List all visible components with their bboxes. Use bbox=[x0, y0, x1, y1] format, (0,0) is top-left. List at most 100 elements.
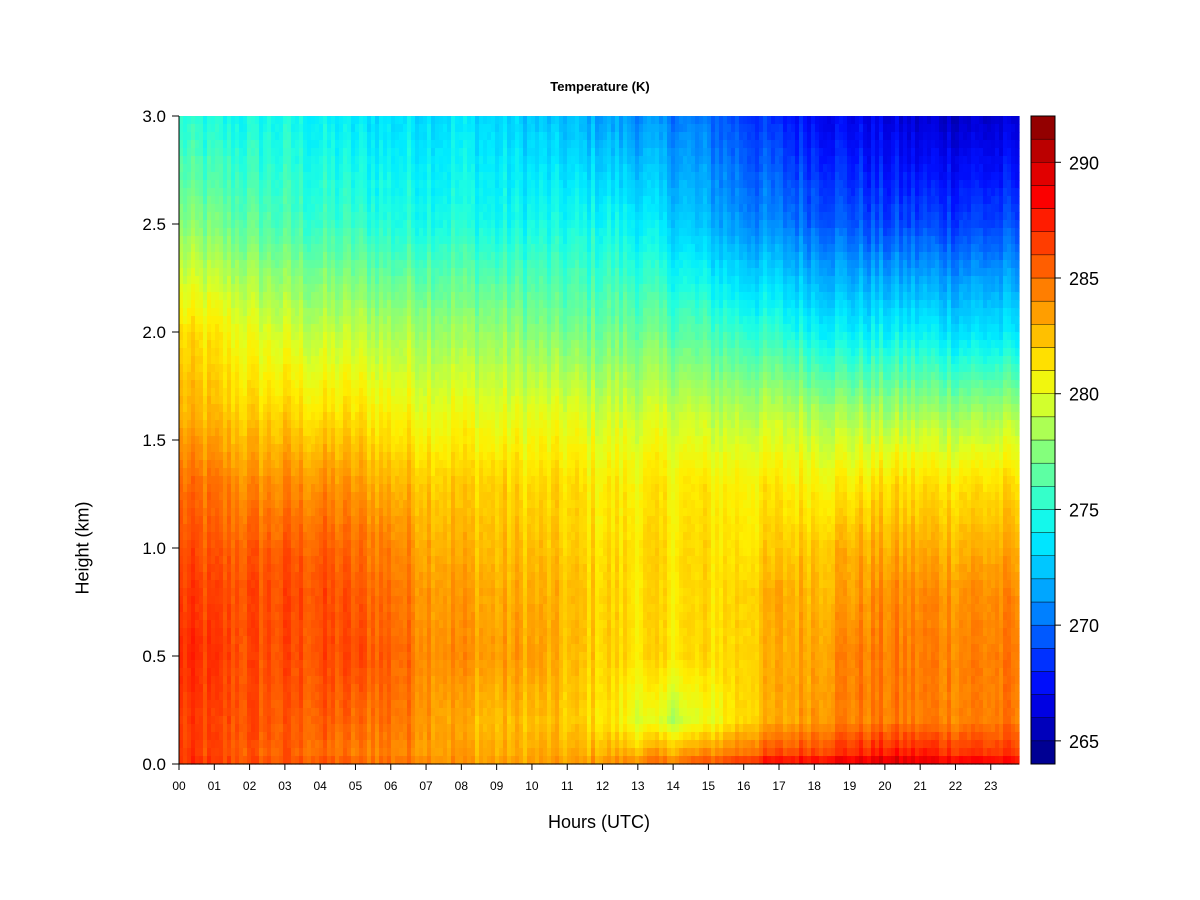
heatmap-cell bbox=[203, 732, 208, 741]
heatmap-cell bbox=[247, 668, 252, 677]
heatmap-cell bbox=[203, 748, 208, 757]
heatmap-cell bbox=[259, 324, 264, 333]
heatmap-cell bbox=[391, 476, 396, 485]
heatmap-cell bbox=[271, 492, 276, 501]
heatmap-cell bbox=[183, 556, 188, 565]
heatmap-cell bbox=[395, 660, 400, 669]
heatmap-cell bbox=[223, 700, 228, 709]
heatmap-cell bbox=[183, 596, 188, 605]
heatmap-cell bbox=[275, 148, 280, 157]
heatmap-cell bbox=[255, 388, 260, 397]
heatmap-cell bbox=[363, 716, 368, 725]
heatmap-cell bbox=[263, 460, 268, 469]
heatmap-cell bbox=[219, 516, 224, 525]
heatmap-cell bbox=[199, 172, 204, 181]
heatmap-cell bbox=[387, 636, 392, 645]
heatmap-cell bbox=[275, 492, 280, 501]
heatmap-cell bbox=[183, 612, 188, 621]
heatmap-cell bbox=[279, 164, 284, 173]
heatmap-cell bbox=[299, 140, 304, 149]
heatmap-cell bbox=[195, 156, 200, 165]
heatmap-cell bbox=[179, 612, 184, 621]
heatmap-cell bbox=[323, 300, 328, 309]
heatmap-cell bbox=[371, 572, 376, 581]
heatmap-cell bbox=[223, 156, 228, 165]
heatmap-cell bbox=[399, 260, 404, 269]
heatmap-cell bbox=[179, 596, 184, 605]
heatmap-cell bbox=[291, 676, 296, 685]
heatmap-cell bbox=[235, 572, 240, 581]
heatmap-cell bbox=[327, 332, 332, 341]
heatmap-cell bbox=[239, 380, 244, 389]
heatmap-cell bbox=[307, 348, 312, 357]
heatmap-cell bbox=[283, 332, 288, 341]
heatmap-cell bbox=[207, 756, 212, 765]
heatmap-cell bbox=[283, 292, 288, 301]
heatmap-cell bbox=[419, 604, 424, 613]
heatmap-cell bbox=[295, 740, 300, 749]
heatmap-cell bbox=[415, 652, 420, 661]
heatmap-cell bbox=[363, 740, 368, 749]
heatmap-cell bbox=[247, 604, 252, 613]
heatmap-cell bbox=[207, 412, 212, 421]
heatmap-cell bbox=[355, 268, 360, 277]
heatmap-cell bbox=[307, 716, 312, 725]
heatmap-cell bbox=[359, 492, 364, 501]
heatmap-cell bbox=[303, 340, 308, 349]
heatmap-cell bbox=[355, 580, 360, 589]
heatmap-cell bbox=[199, 556, 204, 565]
heatmap-cell bbox=[419, 652, 424, 661]
heatmap-cell bbox=[203, 524, 208, 533]
heatmap-cell bbox=[267, 396, 272, 405]
heatmap-cell bbox=[347, 732, 352, 741]
heatmap-cell bbox=[323, 604, 328, 613]
heatmap-cell bbox=[179, 628, 184, 637]
heatmap-cell bbox=[319, 676, 324, 685]
heatmap-cell bbox=[211, 468, 216, 477]
heatmap-cell bbox=[275, 436, 280, 445]
heatmap-cell bbox=[379, 612, 384, 621]
heatmap-cell bbox=[403, 124, 408, 133]
heatmap-cell bbox=[319, 684, 324, 693]
heatmap-cell bbox=[403, 668, 408, 677]
heatmap-cell bbox=[379, 492, 384, 501]
heatmap-cell bbox=[187, 500, 192, 509]
heatmap-cell bbox=[347, 420, 352, 429]
heatmap-cell bbox=[315, 468, 320, 477]
heatmap-cell bbox=[279, 716, 284, 725]
heatmap-cell bbox=[339, 420, 344, 429]
heatmap-cell bbox=[351, 604, 356, 613]
heatmap-cell bbox=[283, 516, 288, 525]
heatmap-cell bbox=[327, 684, 332, 693]
heatmap-cell bbox=[283, 428, 288, 437]
heatmap-cell bbox=[331, 420, 336, 429]
heatmap-cell bbox=[207, 548, 212, 557]
heatmap-cell bbox=[239, 228, 244, 237]
heatmap-cell bbox=[411, 420, 416, 429]
heatmap-cell bbox=[283, 444, 288, 453]
heatmap-cell bbox=[239, 724, 244, 733]
heatmap-cell bbox=[355, 492, 360, 501]
heatmap-cell bbox=[311, 612, 316, 621]
heatmap-cell bbox=[351, 452, 356, 461]
heatmap-cell bbox=[207, 564, 212, 573]
heatmap-cell bbox=[251, 724, 256, 733]
heatmap-cell bbox=[391, 444, 396, 453]
heatmap-cell bbox=[211, 284, 216, 293]
heatmap-cell bbox=[255, 572, 260, 581]
heatmap-cell bbox=[271, 140, 276, 149]
heatmap-cell bbox=[223, 244, 228, 253]
heatmap-cell bbox=[319, 148, 324, 157]
heatmap-cell bbox=[191, 396, 196, 405]
heatmap-cell bbox=[327, 596, 332, 605]
heatmap-cell bbox=[363, 548, 368, 557]
heatmap-cell bbox=[231, 740, 236, 749]
heatmap-cell bbox=[235, 588, 240, 597]
heatmap-cell bbox=[367, 436, 372, 445]
heatmap-cell bbox=[343, 276, 348, 285]
heatmap-cell bbox=[343, 748, 348, 757]
heatmap-cell bbox=[363, 388, 368, 397]
heatmap-cell bbox=[411, 148, 416, 157]
heatmap-cell bbox=[327, 556, 332, 565]
heatmap-cell bbox=[259, 332, 264, 341]
